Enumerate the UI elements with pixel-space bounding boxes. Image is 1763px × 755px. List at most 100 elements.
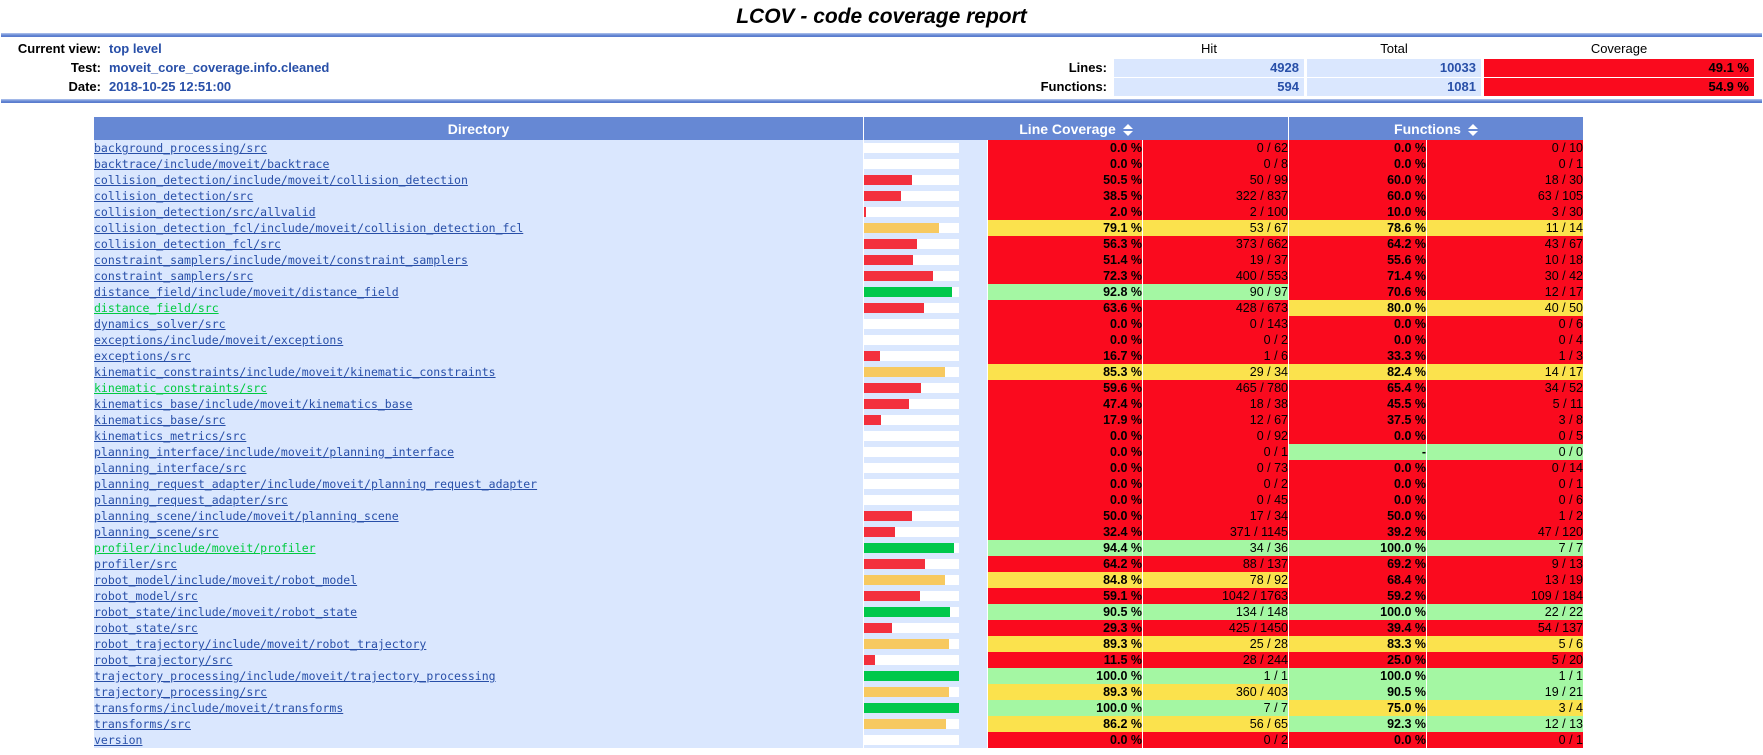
function-coverage-ratio: 43 / 67 bbox=[1427, 236, 1583, 252]
directory-link[interactable]: robot_model/include/moveit/robot_model bbox=[94, 573, 358, 587]
directory-link[interactable]: transforms/include/moveit/transforms bbox=[94, 701, 344, 715]
function-coverage-ratio: 0 / 6 bbox=[1427, 316, 1583, 332]
directory-link[interactable]: planning_interface/src bbox=[94, 461, 247, 475]
coverage-bar bbox=[864, 351, 959, 361]
line-coverage-ratio: 373 / 662 bbox=[1143, 236, 1288, 252]
directory-link[interactable]: constraint_samplers/include/moveit/const… bbox=[94, 253, 468, 267]
coverage-bar-cell bbox=[864, 316, 987, 332]
coverage-bar bbox=[864, 175, 959, 185]
directory-link[interactable]: robot_state/include/moveit/robot_state bbox=[94, 605, 358, 619]
directory-cell: robot_model/include/moveit/robot_model bbox=[94, 572, 863, 588]
coverage-bar-cell bbox=[864, 428, 987, 444]
coverage-bar-fill bbox=[864, 511, 912, 521]
directory-link[interactable]: robot_model/src bbox=[94, 589, 198, 603]
directory-link[interactable]: collision_detection/include/moveit/colli… bbox=[94, 173, 468, 187]
line-coverage-percent: 86.2 % bbox=[988, 716, 1142, 732]
table-row: exceptions/src 16.7 % 1 / 6 33.3 % 1 / 3 bbox=[94, 348, 1583, 364]
directory-link[interactable]: planning_interface/include/moveit/planni… bbox=[94, 445, 455, 459]
coverage-bar-fill bbox=[864, 527, 895, 537]
coverage-bar bbox=[864, 607, 959, 617]
table-row: distance_field/include/moveit/distance_f… bbox=[94, 284, 1583, 300]
directory-link[interactable]: version bbox=[94, 733, 143, 747]
directory-link[interactable]: planning_scene/include/moveit/planning_s… bbox=[94, 509, 399, 523]
table-row: profiler/include/moveit/profiler 94.4 % 34… bbox=[94, 540, 1583, 556]
directory-cell: backtrace/include/moveit/backtrace bbox=[94, 156, 863, 172]
coverage-bar-cell bbox=[864, 540, 987, 556]
table-row: kinematics_base/src 17.9 % 12 / 67 37.5 % 3 … bbox=[94, 412, 1583, 428]
coverage-bar-fill bbox=[864, 623, 892, 633]
function-coverage-ratio: 14 / 17 bbox=[1427, 364, 1583, 380]
function-coverage-ratio: 12 / 17 bbox=[1427, 284, 1583, 300]
directory-link[interactable]: dynamics_solver/src bbox=[94, 317, 226, 331]
directory-link[interactable]: kinematic_constraints/include/moveit/kin… bbox=[94, 365, 496, 379]
function-coverage-ratio: 63 / 105 bbox=[1427, 188, 1583, 204]
sort-functions-icon[interactable] bbox=[1467, 123, 1478, 136]
table-row: kinematic_constraints/src 59.6 % 465 / 780… bbox=[94, 380, 1583, 396]
top-ruler bbox=[1, 33, 1762, 37]
directory-link[interactable]: transforms/src bbox=[94, 717, 191, 731]
directory-cell: robot_state/include/moveit/robot_state bbox=[94, 604, 863, 620]
coverage-bar bbox=[864, 735, 959, 745]
directory-link[interactable]: collision_detection/src/allvalid bbox=[94, 205, 316, 219]
directory-link[interactable]: kinematics_metrics/src bbox=[94, 429, 247, 443]
line-coverage-ratio: 17 / 34 bbox=[1143, 508, 1288, 524]
line-coverage-ratio: 7 / 7 bbox=[1143, 700, 1288, 716]
directory-link[interactable]: exceptions/src bbox=[94, 349, 191, 363]
directory-link[interactable]: planning_request_adapter/src bbox=[94, 493, 288, 507]
function-coverage-percent: 71.4 % bbox=[1289, 268, 1426, 284]
directory-link[interactable]: robot_trajectory/src bbox=[94, 653, 233, 667]
directory-link[interactable]: collision_detection/src bbox=[94, 189, 254, 203]
line-coverage-ratio: 53 / 67 bbox=[1143, 220, 1288, 236]
function-coverage-ratio: 0 / 1 bbox=[1427, 732, 1583, 748]
coverage-bar-fill bbox=[864, 575, 945, 585]
table-row: robot_trajectory/src 11.5 % 28 / 244 25.0 %… bbox=[94, 652, 1583, 668]
coverage-bar-cell bbox=[864, 460, 987, 476]
table-row: exceptions/include/moveit/exceptions 0.0 … bbox=[94, 332, 1583, 348]
coverage-bar bbox=[864, 143, 959, 153]
directory-link[interactable]: collision_detection_fcl/src bbox=[94, 237, 281, 251]
directory-link[interactable]: profiler/include/moveit/profiler bbox=[94, 541, 316, 555]
directory-link[interactable]: distance_field/include/moveit/distance_f… bbox=[94, 285, 399, 299]
directory-link[interactable]: backtrace/include/moveit/backtrace bbox=[94, 157, 330, 171]
directory-cell: transforms/include/moveit/transforms bbox=[94, 700, 863, 716]
directory-cell: kinematic_constraints/src bbox=[94, 380, 863, 396]
directory-link[interactable]: collision_detection_fcl/include/moveit/c… bbox=[94, 221, 524, 235]
directory-link[interactable]: kinematics_base/include/moveit/kinematic… bbox=[94, 397, 413, 411]
function-coverage-ratio: 1 / 1 bbox=[1427, 668, 1583, 684]
line-coverage-ratio: 0 / 62 bbox=[1143, 140, 1288, 156]
directory-link[interactable]: robot_state/src bbox=[94, 621, 198, 635]
line-coverage-percent: 38.5 % bbox=[988, 188, 1142, 204]
coverage-bar-cell bbox=[864, 524, 987, 540]
line-coverage-ratio: 88 / 137 bbox=[1143, 556, 1288, 572]
directory-link[interactable]: distance_field/src bbox=[94, 301, 219, 315]
directory-link[interactable]: trajectory_processing/src bbox=[94, 685, 268, 699]
directory-link[interactable]: planning_scene/src bbox=[94, 525, 219, 539]
coverage-bar bbox=[864, 719, 959, 729]
directory-link[interactable]: kinematics_base/src bbox=[94, 413, 226, 427]
line-coverage-percent: 0.0 % bbox=[988, 332, 1142, 348]
table-row: dynamics_solver/src 0.0 % 0 / 143 0.0 % 0 / … bbox=[94, 316, 1583, 332]
functions-coverage-value: 54.9 % bbox=[1484, 78, 1754, 96]
sort-line-coverage-icon[interactable] bbox=[1122, 123, 1133, 136]
directory-link[interactable]: robot_trajectory/include/moveit/robot_tr… bbox=[94, 637, 427, 651]
directory-link[interactable]: kinematic_constraints/src bbox=[94, 381, 268, 395]
directory-cell: exceptions/src bbox=[94, 348, 863, 364]
function-coverage-percent: 39.2 % bbox=[1289, 524, 1426, 540]
directory-link[interactable]: planning_request_adapter/include/moveit/… bbox=[94, 477, 538, 491]
directory-link[interactable]: background_processing/src bbox=[94, 141, 268, 155]
directory-link[interactable]: trajectory_processing/include/moveit/tra… bbox=[94, 669, 496, 683]
coverage-bar bbox=[864, 543, 959, 553]
directory-link[interactable]: constraint_samplers/src bbox=[94, 269, 254, 283]
table-row: robot_trajectory/include/moveit/robot_tr… bbox=[94, 636, 1583, 652]
directory-link[interactable]: exceptions/include/moveit/exceptions bbox=[94, 333, 344, 347]
coverage-bar-fill bbox=[864, 543, 954, 553]
coverage-bar-fill bbox=[864, 367, 946, 377]
coverage-bar bbox=[864, 527, 959, 537]
coverage-bar-cell bbox=[864, 412, 987, 428]
line-coverage-percent: 32.4 % bbox=[988, 524, 1142, 540]
table-row: background_processing/src 0.0 % 0 / 62 0.0 … bbox=[94, 140, 1583, 156]
directory-link[interactable]: profiler/src bbox=[94, 557, 178, 571]
directory-cell: kinematics_base/include/moveit/kinematic… bbox=[94, 396, 863, 412]
directory-cell: robot_trajectory/include/moveit/robot_tr… bbox=[94, 636, 863, 652]
function-coverage-ratio: 0 / 5 bbox=[1427, 428, 1583, 444]
